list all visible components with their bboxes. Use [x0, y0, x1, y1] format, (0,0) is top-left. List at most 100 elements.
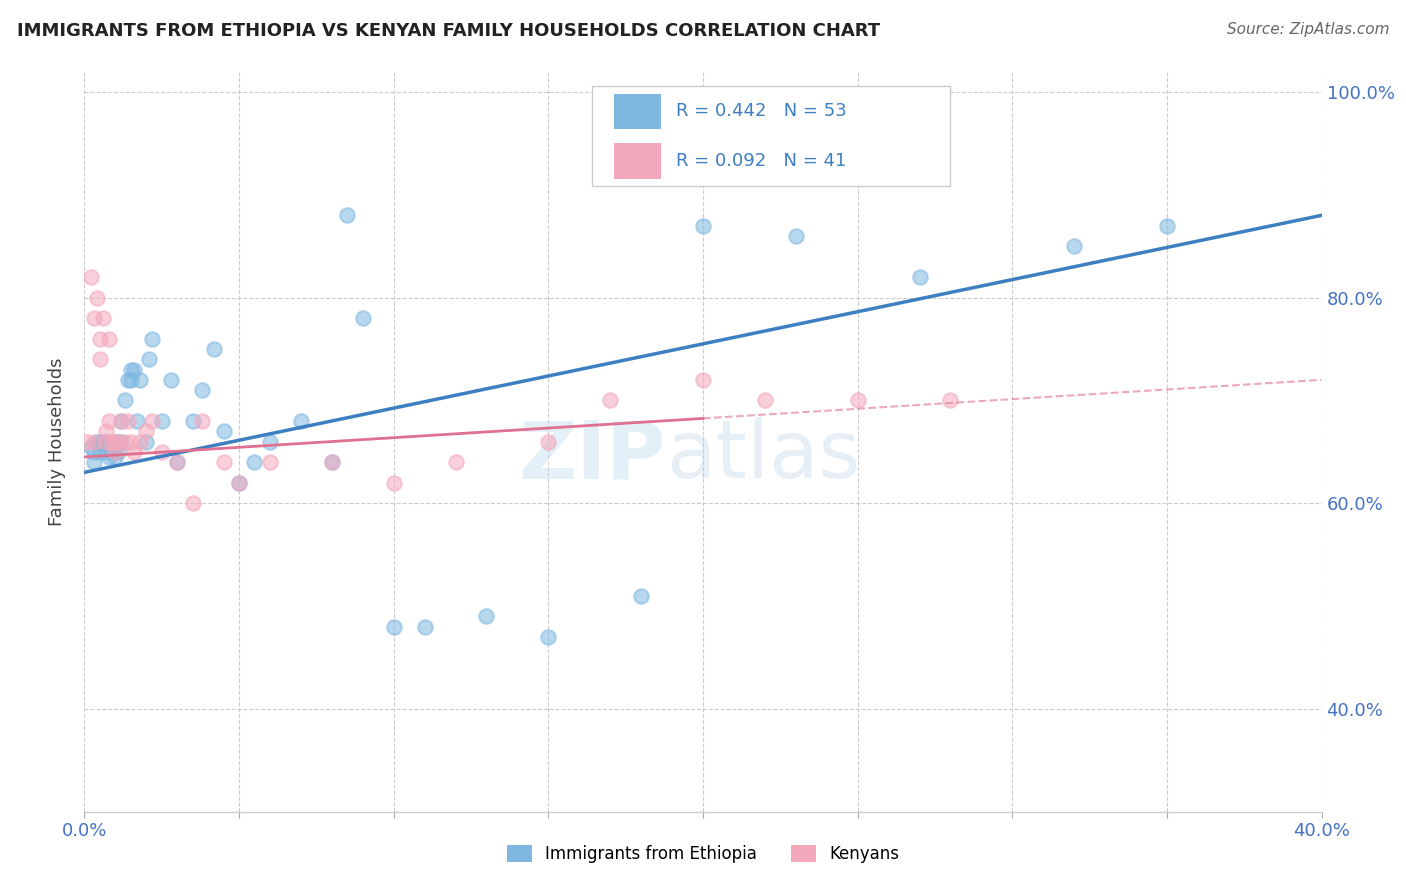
Point: [212, 424, 235, 438]
Point: [166, 455, 188, 469]
Point: [101, 434, 124, 449]
Point: [202, 342, 225, 356]
Point: [138, 352, 160, 367]
Point: [110, 434, 132, 449]
Point: [104, 434, 127, 449]
Bar: [614, 144, 661, 178]
Point: [908, 270, 931, 285]
Point: [352, 311, 374, 326]
Point: [104, 450, 127, 464]
Point: [79, 440, 101, 454]
Point: [939, 393, 962, 408]
Point: [150, 414, 173, 428]
Point: [212, 455, 235, 469]
Point: [104, 440, 127, 454]
Point: [630, 589, 652, 603]
Point: [181, 414, 204, 428]
Point: [321, 455, 343, 469]
Point: [846, 393, 869, 408]
Point: [129, 373, 152, 387]
Point: [98, 450, 121, 464]
Point: [191, 414, 214, 428]
Point: [94, 434, 117, 449]
Point: [785, 228, 807, 243]
Point: [692, 373, 714, 387]
Point: [94, 434, 117, 449]
Point: [79, 270, 101, 285]
Point: [117, 414, 139, 428]
Point: [599, 393, 621, 408]
Point: [110, 414, 132, 428]
Point: [101, 445, 124, 459]
Point: [290, 414, 312, 428]
Point: [135, 434, 157, 449]
Point: [89, 445, 111, 459]
Point: [259, 455, 281, 469]
Point: [89, 434, 111, 449]
Point: [475, 609, 498, 624]
Y-axis label: Family Households: Family Households: [48, 358, 66, 525]
Text: ZIP: ZIP: [519, 417, 666, 495]
Point: [321, 455, 343, 469]
Point: [1001, 825, 1024, 839]
Bar: [614, 94, 661, 129]
Point: [141, 414, 163, 428]
Point: [692, 219, 714, 233]
Point: [89, 332, 111, 346]
Point: [98, 440, 121, 454]
Point: [98, 332, 121, 346]
Point: [413, 619, 436, 633]
FancyBboxPatch shape: [592, 87, 950, 186]
Point: [125, 414, 148, 428]
Legend: Immigrants from Ethiopia, Kenyans: Immigrants from Ethiopia, Kenyans: [501, 838, 905, 870]
Point: [110, 414, 132, 428]
Point: [83, 311, 105, 326]
Point: [160, 373, 183, 387]
Point: [120, 362, 142, 376]
Point: [98, 414, 121, 428]
Point: [135, 424, 157, 438]
Point: [382, 475, 405, 490]
Point: [141, 332, 163, 346]
Point: [122, 445, 145, 459]
Point: [91, 434, 114, 449]
Point: [336, 208, 359, 222]
Text: Source: ZipAtlas.com: Source: ZipAtlas.com: [1226, 22, 1389, 37]
Point: [150, 445, 173, 459]
Point: [91, 311, 114, 326]
Point: [114, 434, 136, 449]
Point: [191, 383, 214, 397]
Point: [104, 445, 127, 459]
Point: [537, 630, 560, 644]
Point: [76, 434, 98, 449]
Point: [228, 475, 250, 490]
Point: [86, 434, 108, 449]
Point: [83, 455, 105, 469]
Point: [107, 434, 129, 449]
Text: IMMIGRANTS FROM ETHIOPIA VS KENYAN FAMILY HOUSEHOLDS CORRELATION CHART: IMMIGRANTS FROM ETHIOPIA VS KENYAN FAMIL…: [17, 22, 880, 40]
Point: [1156, 219, 1178, 233]
Point: [243, 455, 266, 469]
Point: [86, 291, 108, 305]
Point: [83, 445, 105, 459]
Point: [382, 619, 405, 633]
Point: [444, 455, 467, 469]
Point: [228, 475, 250, 490]
Point: [89, 352, 111, 367]
Point: [120, 434, 142, 449]
Point: [122, 362, 145, 376]
Text: R = 0.442   N = 53: R = 0.442 N = 53: [676, 103, 846, 120]
Point: [166, 455, 188, 469]
Point: [107, 434, 129, 449]
Point: [114, 393, 136, 408]
Point: [94, 445, 117, 459]
Point: [181, 496, 204, 510]
Point: [101, 434, 124, 449]
Point: [107, 445, 129, 459]
Point: [117, 373, 139, 387]
Point: [754, 393, 776, 408]
Point: [1063, 239, 1085, 253]
Text: atlas: atlas: [666, 417, 860, 495]
Point: [94, 424, 117, 438]
Point: [259, 434, 281, 449]
